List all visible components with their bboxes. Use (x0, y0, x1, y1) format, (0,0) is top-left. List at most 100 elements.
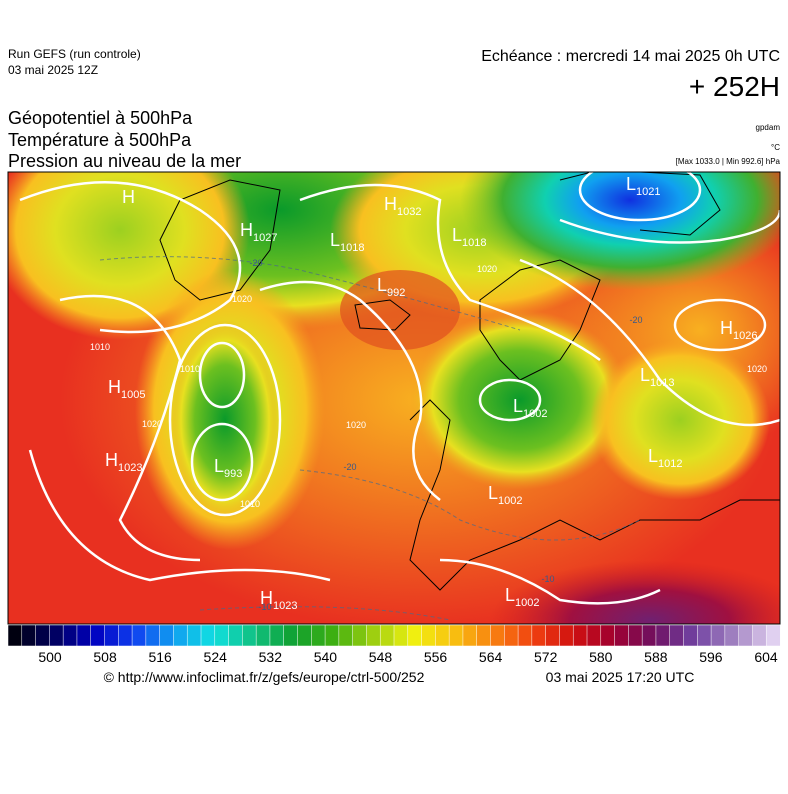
center-value: 1002 (523, 408, 547, 420)
colorbar-swatch (283, 624, 299, 647)
colorbar-swatch (269, 624, 285, 647)
colorbar-tick-label: 540 (314, 649, 338, 665)
colorbar-swatch (62, 624, 78, 647)
center-kind: H (720, 318, 733, 338)
colorbar-swatch (697, 624, 712, 647)
center-kind: L (513, 396, 523, 416)
colorbar-swatch (600, 624, 616, 647)
pressure-center: L1013 (640, 365, 675, 389)
pressure-center: H1027 (240, 220, 277, 244)
temperature-label: -10 (541, 574, 554, 584)
colorbar-tick-label: 508 (93, 649, 117, 665)
colorbar-swatch (49, 624, 64, 647)
issued-time: 03 mai 2025 17:20 UTC (546, 669, 695, 685)
isobar-label: 1020 (477, 264, 497, 274)
colorbar-tick-label: 516 (148, 649, 172, 665)
center-kind: H (108, 377, 121, 397)
center-kind: L (648, 446, 658, 466)
colorbar-swatch (586, 624, 602, 647)
colorbar-swatch (683, 624, 698, 647)
colorbar-swatch (118, 624, 133, 647)
pressure-center: H1005 (108, 377, 145, 401)
colorbar-swatch (517, 624, 533, 647)
center-value: 1027 (253, 232, 277, 244)
isobar-label: 1020 (747, 364, 767, 374)
lead-time: + 252H (689, 71, 780, 102)
run-title: Run GEFS (run controle) (8, 47, 141, 61)
colorbar-tick-label: 580 (589, 649, 613, 665)
colorbar-swatch (531, 624, 547, 647)
map-frame (7, 171, 781, 625)
colorbar-swatch (338, 624, 354, 647)
center-kind: H (105, 450, 118, 470)
colorbar-swatch (628, 624, 643, 647)
center-kind: H (122, 187, 135, 207)
colorbar-swatch (255, 624, 271, 647)
temperature-label: -10 (258, 602, 271, 612)
center-value: 1023 (118, 462, 142, 474)
center-value: 1013 (650, 377, 674, 389)
colorbar-swatch (738, 624, 753, 647)
colorbar-tick-label: 500 (38, 649, 62, 665)
pressure-center: L1021 (626, 174, 661, 198)
source-url: © http://www.infoclimat.fr/z/gefs/europe… (104, 669, 425, 685)
colorbar-swatch (559, 624, 574, 647)
pressure-center: L1002 (513, 396, 548, 420)
colorbar-swatch (669, 624, 685, 647)
temperature-label: -20 (343, 462, 356, 472)
colorbar-swatch (90, 624, 106, 647)
pressure-center: L1002 (505, 585, 540, 609)
pressure-center: H1023 (105, 450, 142, 474)
center-kind: L (505, 585, 515, 605)
colorbar-swatch (214, 624, 230, 647)
center-value: 1002 (498, 495, 522, 507)
unit-pressure: [Max 1033.0 | Min 992.6] hPa (676, 157, 781, 166)
pressure-center: L1018 (452, 225, 487, 249)
pressure-center: L1012 (648, 446, 683, 470)
colorbar-tick-label: 564 (479, 649, 503, 665)
title: Pression au niveau de la mer (8, 151, 241, 171)
isobar-label: 1010 (90, 342, 110, 352)
center-kind: L (452, 225, 462, 245)
pressure-center: H1032 (384, 194, 421, 218)
center-value: 1021 (636, 186, 660, 198)
colorbar-swatch (655, 624, 671, 647)
colorbar-swatch (173, 624, 188, 647)
temperature-label: -20 (249, 258, 262, 268)
colorbar-swatch (324, 624, 340, 647)
center-value: 1002 (515, 597, 539, 609)
colorbar-tick-label: 572 (534, 649, 558, 665)
colorbar-swatch (379, 624, 395, 647)
colorbar-tick-label: 532 (259, 649, 283, 665)
isobar-label: 1020 (142, 419, 162, 429)
center-kind: L (214, 456, 224, 476)
map (8, 172, 780, 624)
unit-geo: gpdam (756, 123, 781, 132)
isobar-label: 1010 (180, 364, 200, 374)
center-value: 1018 (462, 237, 486, 249)
center-kind: H (260, 588, 273, 608)
center-kind: L (377, 275, 387, 295)
unit-temp: °C (771, 143, 780, 152)
colorbar-swatch (297, 624, 312, 647)
center-kind: H (240, 220, 253, 240)
colorbar-swatch (448, 624, 464, 647)
colorbar-swatch (545, 624, 560, 647)
pressure-center: L992 (377, 275, 405, 299)
colorbar-swatch (311, 624, 326, 647)
pressure-center: H (122, 187, 135, 207)
center-kind: L (626, 174, 636, 194)
center-value: 1018 (340, 242, 364, 254)
colorbar-tick-label: 596 (699, 649, 723, 665)
colorbar-swatch (242, 624, 257, 647)
center-kind: L (330, 230, 340, 250)
colorbar-swatch (21, 624, 37, 647)
pressure-center: H1026 (720, 318, 757, 342)
colorbar-swatch (145, 624, 161, 647)
colorbar-swatch (352, 624, 367, 647)
center-value: 1023 (273, 600, 297, 612)
colorbar-swatch (476, 624, 492, 647)
colorbar-swatch (765, 624, 781, 647)
colorbar-swatch (228, 624, 243, 647)
